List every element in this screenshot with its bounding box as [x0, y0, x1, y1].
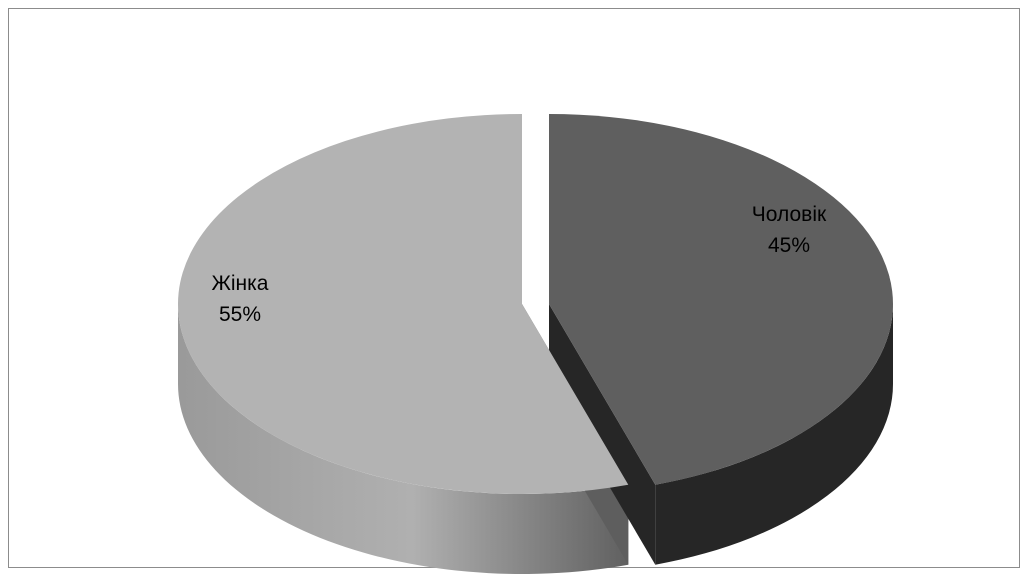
slice-top-male	[549, 114, 893, 485]
slice-side-female	[178, 304, 629, 574]
slice-label-male-value: 45%	[767, 234, 811, 257]
slice-side-male	[655, 304, 893, 565]
slice-label-female-value: 55%	[218, 303, 262, 326]
slice-top-female	[177, 113, 629, 494]
slice-label-female: Жінка 55%	[190, 268, 290, 330]
slice-label-male: Чоловік 45%	[729, 199, 849, 261]
slice-cut-male	[549, 304, 656, 565]
slice-label-female-category: Жінка	[211, 272, 269, 295]
slice-label-male-category: Чоловік	[751, 203, 827, 226]
